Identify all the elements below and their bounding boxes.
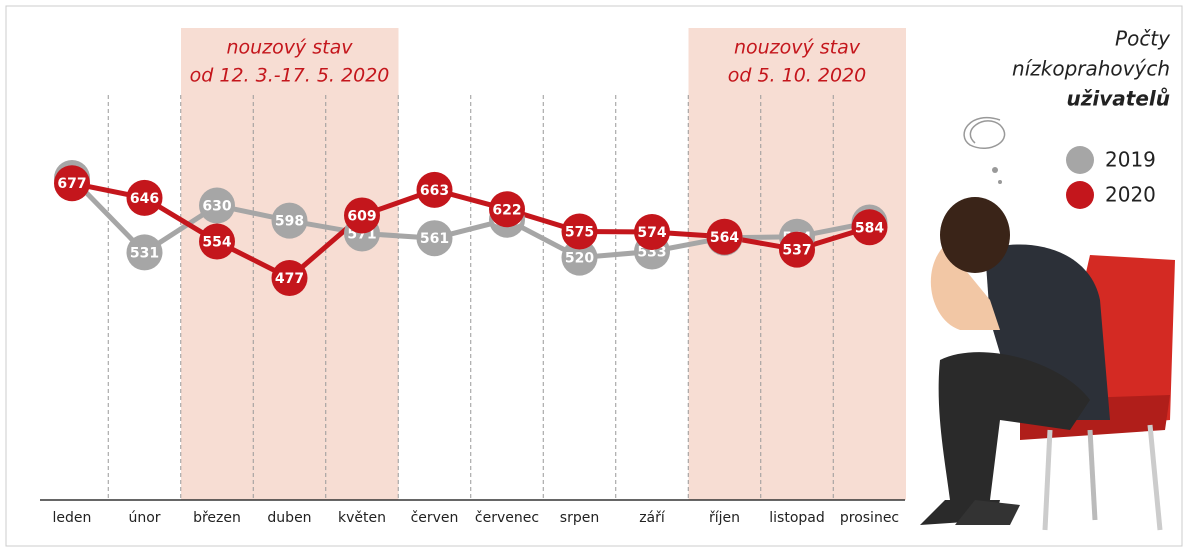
point <box>199 187 235 224</box>
x-tick-label: květen <box>338 510 386 526</box>
data-label: 584 <box>855 220 884 236</box>
point <box>416 220 453 257</box>
point <box>561 213 598 250</box>
x-tick-label: listopad <box>769 510 824 526</box>
x-tick-label: září <box>639 510 666 526</box>
data-label: 677 <box>57 176 86 192</box>
data-label: 630 <box>202 198 231 214</box>
x-tick-label: červen <box>411 510 459 526</box>
annotation: od 12. 3.-17. 5. 2020 <box>190 65 390 87</box>
point <box>706 218 743 255</box>
point <box>126 179 163 216</box>
x-tick-label: říjen <box>709 510 740 526</box>
x-tick-label: srpen <box>560 510 599 526</box>
data-label: 622 <box>492 202 521 218</box>
point <box>271 260 308 296</box>
data-label: 531 <box>130 245 159 261</box>
data-label: 646 <box>130 191 159 207</box>
point <box>561 239 598 276</box>
point <box>271 202 308 239</box>
legend-marker <box>1066 181 1094 209</box>
point <box>416 171 453 208</box>
point <box>851 209 888 246</box>
data-label: 561 <box>420 231 449 247</box>
x-tick-label: leden <box>53 510 92 526</box>
title-line: Počty <box>1115 27 1171 51</box>
point <box>779 231 815 268</box>
point <box>126 234 163 271</box>
data-label: 554 <box>202 235 231 251</box>
title-line: uživatelů <box>1067 87 1171 111</box>
data-label: 574 <box>637 225 666 241</box>
legend-marker <box>1066 146 1094 174</box>
illustration <box>920 117 1175 531</box>
point <box>199 223 235 260</box>
x-tick-label: prosinec <box>840 510 899 526</box>
point <box>489 191 525 228</box>
data-label: 564 <box>710 230 739 246</box>
data-label: 477 <box>275 271 304 287</box>
title-line: nízkoprahových <box>1012 57 1170 81</box>
x-tick-label: duben <box>267 510 311 526</box>
point <box>344 197 380 234</box>
annotation: nouzový stav <box>226 37 353 59</box>
point <box>54 165 90 202</box>
data-label: 575 <box>565 225 594 241</box>
data-label: 663 <box>420 183 449 199</box>
x-tick-label: červenec <box>475 510 539 526</box>
legend-label: 2019 <box>1105 148 1156 172</box>
annotation: od 5. 10. 2020 <box>728 65 867 87</box>
x-tick-label: březen <box>193 510 241 526</box>
data-label: 598 <box>275 214 304 230</box>
annotation: nouzový stav <box>734 37 861 59</box>
data-label: 520 <box>565 251 594 267</box>
point <box>634 214 670 251</box>
legend-label: 2020 <box>1105 183 1156 207</box>
data-label: 537 <box>782 243 811 259</box>
x-tick-label: únor <box>128 510 160 526</box>
data-label: 609 <box>347 208 376 224</box>
